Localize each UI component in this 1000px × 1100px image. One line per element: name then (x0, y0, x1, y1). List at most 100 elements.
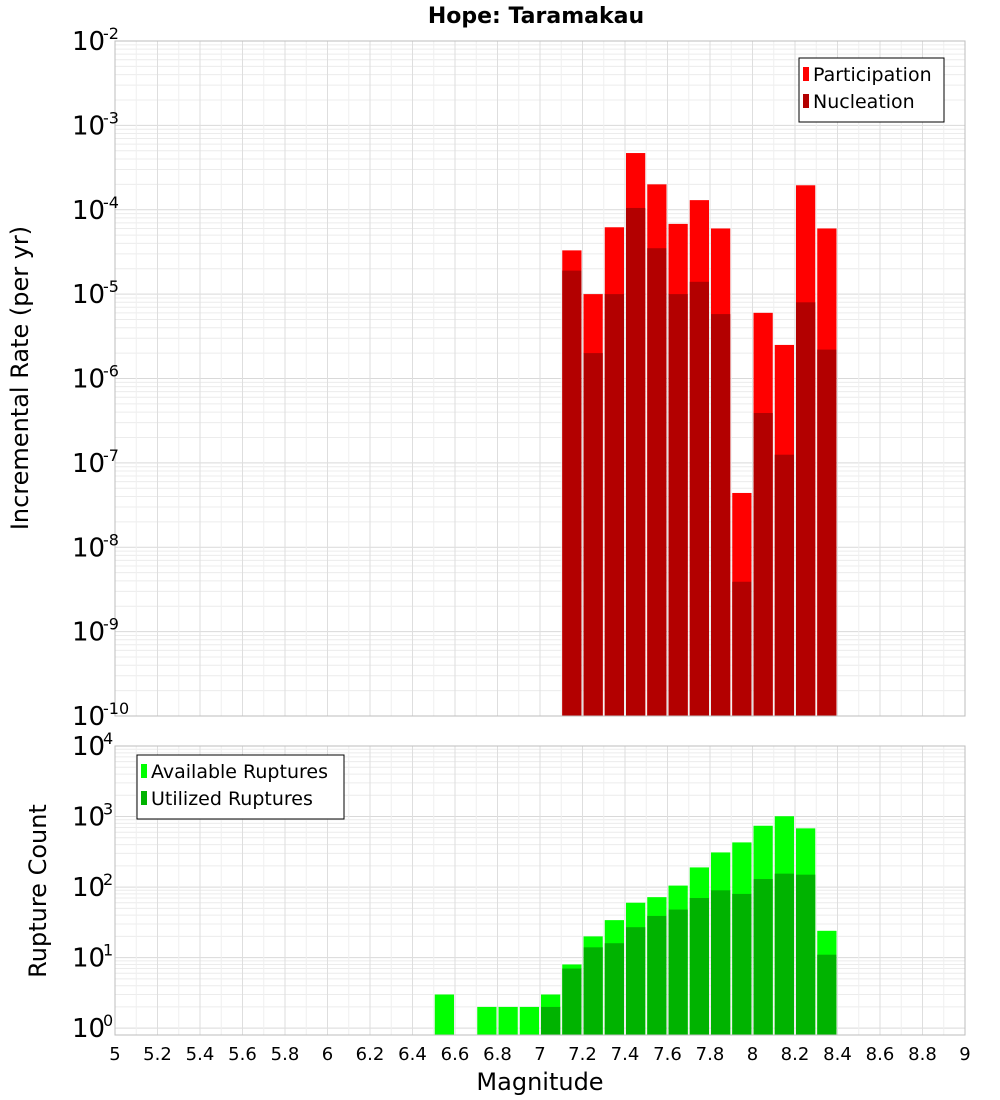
y-tick-label: 10 (72, 1014, 105, 1044)
bar-available-ruptures (434, 994, 454, 1035)
bar-utilized-ruptures (583, 947, 603, 1035)
bar-nucleation (711, 314, 731, 716)
y-tick-label: 10 (72, 533, 105, 563)
y-tick-label: 10 (72, 873, 105, 903)
bar-utilized-ruptures (604, 943, 624, 1035)
participation-plot: 10-1010-910-810-710-610-510-410-310-2Par… (72, 24, 966, 732)
x-tick-label: 5.8 (271, 1044, 300, 1065)
y-tick-exponent: -8 (103, 530, 119, 549)
top-plot-frame (114, 40, 966, 717)
y-tick-label: 10 (72, 618, 105, 648)
y-tick-exponent: 3 (103, 800, 113, 819)
y-tick-exponent: -4 (103, 193, 119, 212)
y-tick-exponent: -5 (103, 277, 119, 296)
x-ticks: 5 5.2 5.4 5.6 5.8 6 6.2 6.4 6.6 6.8 7 7.2 7.4 7.6 7.8 8… (109, 1044, 970, 1065)
bar-nucleation (562, 270, 582, 716)
bottom-plot-frame (114, 745, 966, 1036)
y-tick-label: 10 (72, 803, 105, 833)
x-tick-label: 5.6 (228, 1044, 257, 1065)
x-tick-label: 8.6 (866, 1044, 895, 1065)
bar-nucleation (796, 302, 816, 716)
legend-swatch (803, 94, 809, 108)
top-series-nucleation (562, 207, 837, 717)
x-tick-label: 7.8 (696, 1044, 725, 1065)
bottom-y-axis-label: Rupture Count (24, 804, 52, 978)
legend-box (136, 754, 345, 820)
y-tick-exponent: 2 (103, 870, 113, 889)
y-tick-exponent: -6 (103, 362, 119, 381)
y-tick-label: 10 (72, 280, 105, 310)
bar-nucleation (732, 581, 752, 716)
bar-utilized-ruptures (562, 968, 582, 1035)
x-tick-label: 6.8 (483, 1044, 512, 1065)
bar-nucleation (753, 413, 773, 716)
x-tick-label: 8.2 (781, 1044, 810, 1065)
x-tick-label: 8.8 (908, 1044, 937, 1065)
y-tick-label: 10 (72, 944, 105, 974)
x-tick-label: 6 (322, 1044, 333, 1065)
bar-available-ruptures (477, 1006, 497, 1035)
x-tick-label: 5.4 (186, 1044, 215, 1065)
y-tick-exponent: 0 (103, 1011, 113, 1030)
legend-swatch (803, 67, 809, 81)
x-tick-label: 5 (109, 1044, 120, 1065)
legend-label: Available Ruptures (151, 761, 328, 783)
bar-utilized-ruptures (796, 874, 816, 1035)
top-y-axis-label: Incremental Rate (per yr) (6, 226, 34, 530)
y-tick-label: 10 (72, 449, 105, 479)
bar-available-ruptures (498, 1006, 518, 1035)
legend-swatch (141, 764, 147, 778)
chart-title: Hope: Taramakau (428, 4, 644, 29)
x-tick-label: 7.2 (568, 1044, 597, 1065)
bar-nucleation (647, 248, 667, 717)
y-tick-exponent: -7 (103, 446, 119, 465)
y-tick-label: 10 (72, 27, 105, 57)
y-tick-exponent: -10 (103, 699, 129, 718)
legend-label: Utilized Ruptures (151, 788, 313, 810)
y-tick-label: 10 (72, 702, 105, 732)
legend-swatch (141, 791, 147, 805)
bar-nucleation (689, 281, 709, 716)
y-tick-exponent: -9 (103, 615, 119, 634)
x-tick-label: 7.6 (653, 1044, 682, 1065)
y-tick-exponent: -3 (103, 108, 119, 127)
bar-nucleation (774, 454, 794, 716)
x-tick-label: 9 (959, 1044, 970, 1065)
y-tick-label: 10 (72, 196, 105, 226)
x-tick-label: 6.4 (398, 1044, 427, 1065)
bottom-legend: Available Ruptures Utilized Ruptures (136, 754, 345, 820)
y-tick-exponent: -2 (103, 24, 119, 43)
x-tick-label: 7 (534, 1044, 545, 1065)
bar-nucleation (583, 353, 603, 716)
legend-label: Nucleation (813, 91, 915, 113)
bar-utilized-ruptures (626, 927, 646, 1035)
y-tick-exponent: 4 (103, 729, 113, 748)
y-tick-exponent: 1 (103, 941, 113, 960)
bottom-series-utilized-ruptures (541, 873, 837, 1035)
x-tick-label: 7.4 (611, 1044, 640, 1065)
bar-utilized-ruptures (774, 873, 794, 1035)
bar-utilized-ruptures (711, 890, 731, 1035)
y-tick-label: 10 (72, 365, 105, 395)
x-tick-label: 8 (747, 1044, 758, 1065)
legend-label: Participation (813, 64, 932, 86)
bar-utilized-ruptures (647, 915, 667, 1035)
bar-utilized-ruptures (541, 1006, 561, 1035)
x-tick-label: 6.2 (356, 1044, 385, 1065)
bar-utilized-ruptures (732, 893, 752, 1035)
bar-utilized-ruptures (817, 954, 837, 1035)
x-tick-label: 8.4 (823, 1044, 852, 1065)
top-legend: Participation Nucleation (798, 57, 945, 123)
y-tick-label: 10 (72, 111, 105, 141)
x-tick-label: 6.6 (441, 1044, 470, 1065)
y-tick-label: 10 (72, 732, 105, 762)
bar-utilized-ruptures (753, 879, 773, 1035)
legend-box (798, 57, 945, 123)
x-tick-label: 5.2 (143, 1044, 172, 1065)
bar-utilized-ruptures (668, 909, 688, 1035)
